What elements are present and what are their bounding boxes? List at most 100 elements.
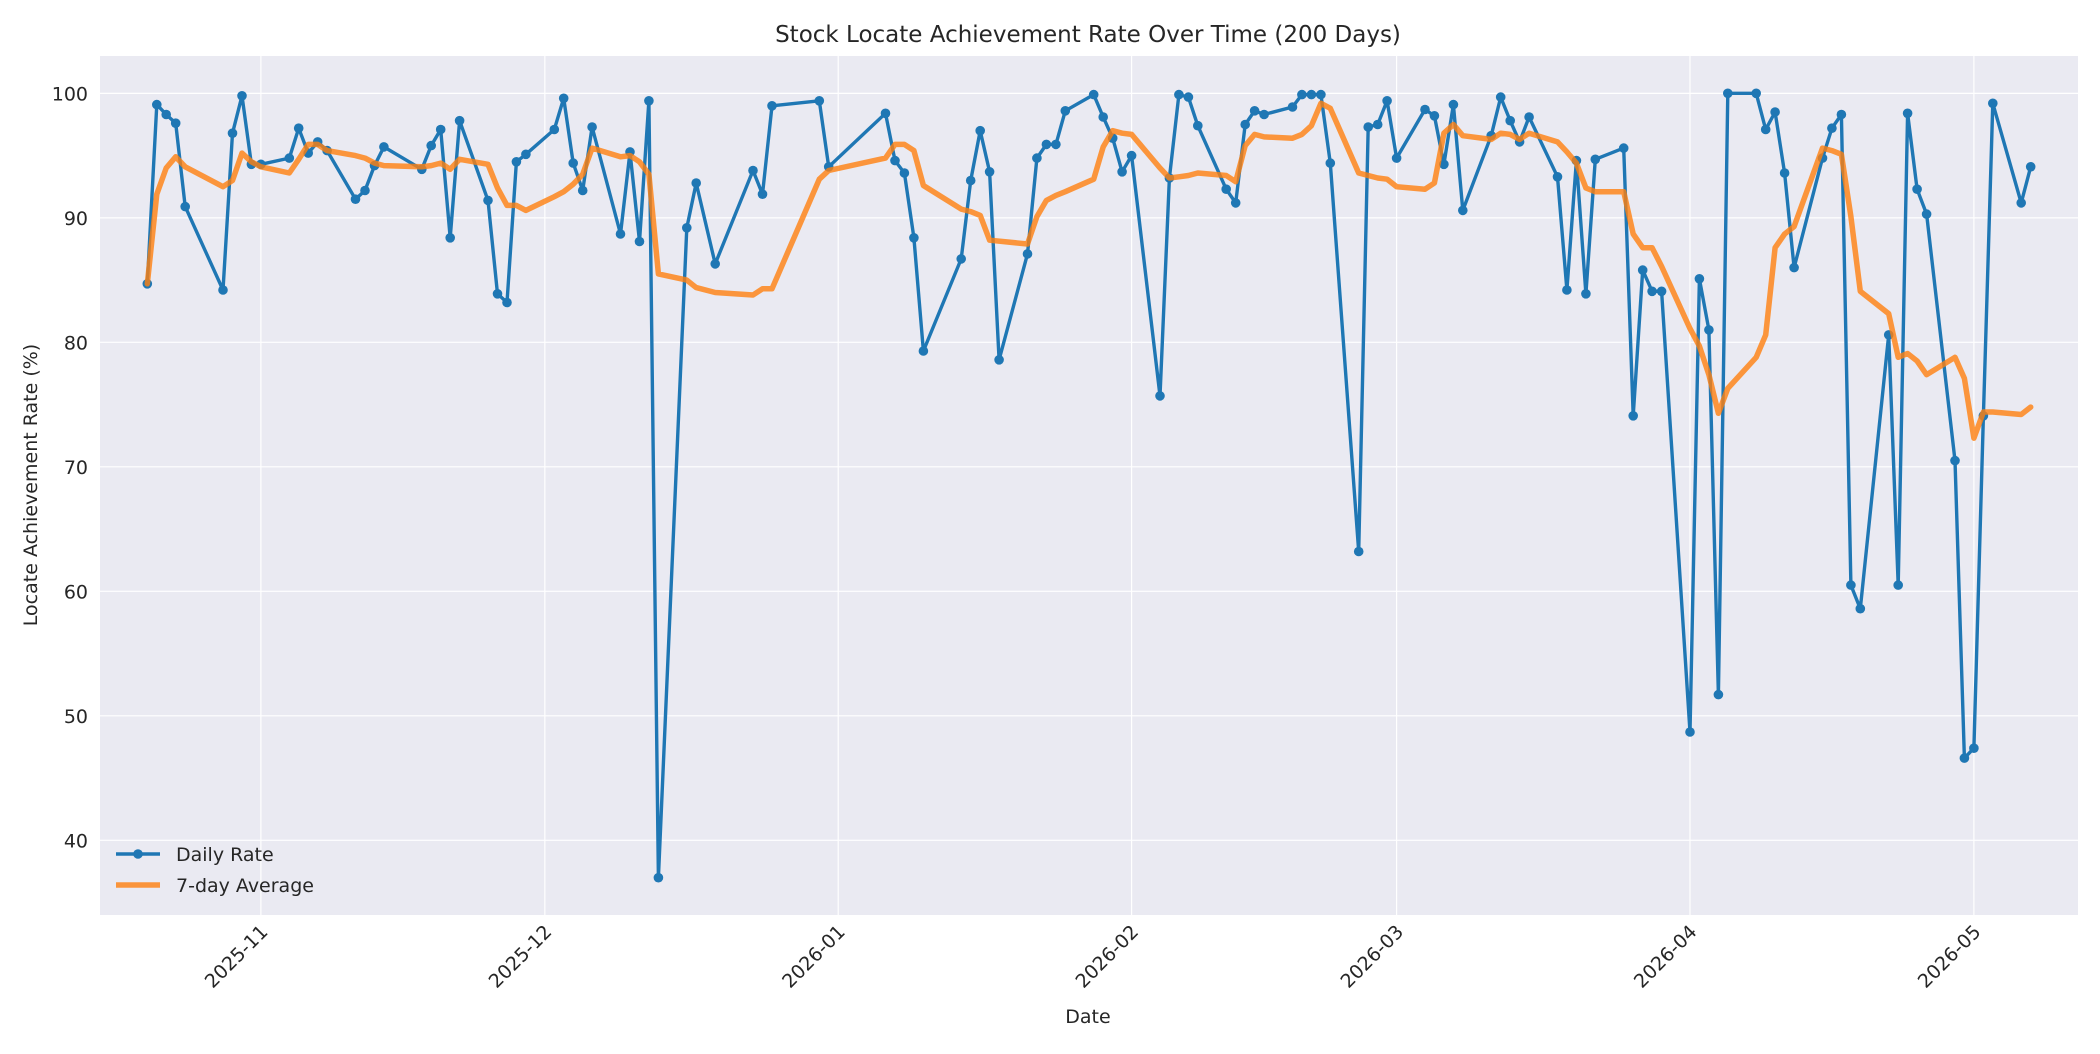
daily-rate-point [2025,162,2036,172]
daily-rate-point [1439,159,1449,170]
y-tick-label: 80 [64,332,88,354]
daily-rate-point [350,194,361,204]
x-axis-ticks: 2025-11 2025-12 2026-01 2026-02 2026-03 2026-… [201,921,1986,993]
chart-title: Stock Locate Achievement Rate Over Time … [775,22,1401,48]
daily-rate-point [218,285,228,295]
daily-rate-point [1704,325,1714,335]
daily-rate-point [1713,689,1724,700]
daily-rate-point [1495,92,1506,102]
daily-rate-point [1902,108,1913,119]
daily-rate-point [1297,89,1307,100]
daily-rate-point [1647,286,1657,297]
daily-rate-point [549,124,560,135]
daily-rate-point [1581,289,1591,299]
daily-rate-point [1221,184,1231,194]
daily-rate-point [227,128,238,138]
daily-rate-point [1590,154,1601,165]
daily-rate-point [1051,139,1061,150]
daily-rate-point [180,201,190,212]
x-tick-label: 2026-03 [1336,921,1408,993]
daily-rate-point [568,158,578,168]
daily-rate-point [587,122,597,132]
daily-rate-point [1041,139,1052,150]
daily-rate-point [1855,603,1866,614]
daily-rate-point [748,165,758,176]
daily-rate-point [1325,158,1336,168]
daily-rate-point [767,101,777,111]
daily-rate-point [1562,285,1572,295]
daily-rate-point [1921,209,1932,219]
daily-rate-point [1505,115,1515,126]
daily-rate-point [1316,89,1326,100]
daily-rate-point [426,140,437,151]
daily-rate-point [1458,205,1468,216]
daily-rate-point [965,175,976,186]
daily-rate-point [1912,184,1922,194]
daily-rate-point [293,123,304,133]
daily-rate-point [1126,150,1137,161]
daily-rate-point [445,233,456,243]
y-axis-label: Locate Achievement Rate (%) [20,344,42,626]
daily-rate-point [956,254,966,264]
daily-rate-point [1382,96,1392,106]
daily-rate-point [1429,111,1440,121]
daily-rate-point [558,93,569,104]
daily-rate-point [1287,102,1298,112]
seven-day-average-line [144,100,2034,441]
daily-rate-point [1760,124,1771,135]
x-axis-label: Date [1065,1006,1110,1028]
daily-rate-point [1628,411,1638,421]
daily-rate-point [880,108,891,119]
daily-rate-point [644,96,654,106]
daily-rate-point [1836,109,1847,120]
daily-rate-point [1789,262,1799,273]
daily-rate-markers [142,88,2036,883]
y-axis-ticks: 40 50 60 70 80 90 100 [52,83,88,852]
legend-daily-label: Daily Rate [176,844,274,866]
daily-rate-point [1751,88,1761,99]
daily-rate-point [1846,580,1856,590]
daily-rate-point [909,233,919,243]
x-tick-label: 2026-01 [778,921,850,993]
grid [100,56,2078,915]
daily-rate-point [757,189,768,199]
daily-rate-point [483,195,493,206]
daily-rate-point [1969,743,1979,753]
daily-rate-point [1893,580,1903,590]
daily-rate-point [170,118,181,128]
y-tick-label: 60 [64,581,88,603]
daily-rate-point [284,153,295,163]
y-tick-label: 50 [64,706,88,728]
daily-rate-point [814,96,825,106]
daily-rate-point [360,185,370,196]
daily-rate-point [1420,104,1430,115]
daily-rate-point [237,91,247,101]
daily-rate-point [492,289,503,299]
daily-rate-point [1524,112,1534,122]
daily-rate-point [918,346,929,356]
daily-rate-point [1230,198,1241,208]
daily-rate-point [1240,119,1250,130]
daily-rate-point [994,355,1004,365]
daily-rate-point [1193,120,1203,131]
daily-rate-point [1249,106,1260,116]
x-tick-label: 2025-12 [485,921,557,993]
daily-rate-point [1723,88,1733,99]
daily-rate-point [691,178,701,188]
daily-rate-point [653,872,664,883]
daily-rate-point [890,155,900,166]
daily-rate-point [1618,143,1629,153]
plot-area [100,56,2078,915]
daily-rate-point [435,124,446,135]
daily-rate-point [682,223,692,233]
daily-rate-point [1174,89,1184,100]
daily-rate-point [1448,99,1459,110]
daily-rate-point [1259,109,1269,120]
daily-rate-point [710,259,720,269]
daily-rate-point [899,168,910,178]
daily-rate-point [1098,112,1108,122]
daily-rate-point [1155,391,1165,401]
daily-rate-point [1088,89,1099,100]
daily-rate-point [1032,153,1042,163]
